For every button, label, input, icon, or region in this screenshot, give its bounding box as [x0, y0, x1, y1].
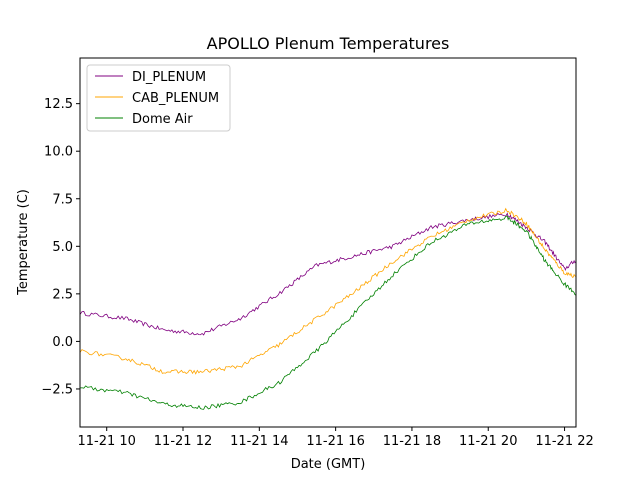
x-tick-label: 11-21 16 — [306, 434, 364, 449]
y-tick-label: −2.5 — [41, 382, 73, 397]
x-axis-label: Date (GMT) — [291, 457, 366, 472]
series-line-dome-air — [80, 215, 576, 410]
legend-box — [86, 64, 231, 132]
y-tick-label: 12.5 — [44, 97, 73, 112]
legend-label: Dome Air — [132, 112, 193, 127]
y-tick-label: 7.5 — [52, 192, 73, 207]
x-tick-label: 11-21 12 — [154, 434, 212, 449]
y-tick-label: 5.0 — [52, 240, 73, 255]
x-tick-label: 11-21 10 — [77, 434, 135, 449]
legend-label: DI_PLENUM — [132, 70, 206, 85]
x-axis-ticks: 11-21 10 11-21 12 11-21 14 11-21 16 11-21 18… — [77, 427, 594, 449]
y-tick-label: 2.5 — [52, 287, 73, 302]
y-tick-label: 0.0 — [52, 335, 73, 350]
y-axis-label: Temperature (C) — [16, 189, 31, 296]
x-tick-label: 11-21 18 — [383, 434, 441, 449]
series-line-di-plenum — [80, 212, 576, 336]
series-line-cab-plenum — [80, 207, 576, 375]
chart-title: APOLLO Plenum Temperatures — [207, 34, 450, 53]
x-tick-label: 11-21 22 — [535, 434, 593, 449]
x-tick-label: 11-21 14 — [230, 434, 288, 449]
plot-frame — [79, 57, 577, 428]
y-axis-ticks: −2.5 0.0 2.5 5.0 7.5 10.0 12.5 — [41, 97, 80, 397]
legend: DI_PLENUM CAB_PLENUM Dome Air — [86, 64, 231, 132]
series-layer — [80, 207, 576, 410]
x-tick-label: 11-21 20 — [459, 434, 517, 449]
legend-label: CAB_PLENUM — [132, 91, 219, 106]
y-tick-label: 10.0 — [44, 145, 73, 160]
